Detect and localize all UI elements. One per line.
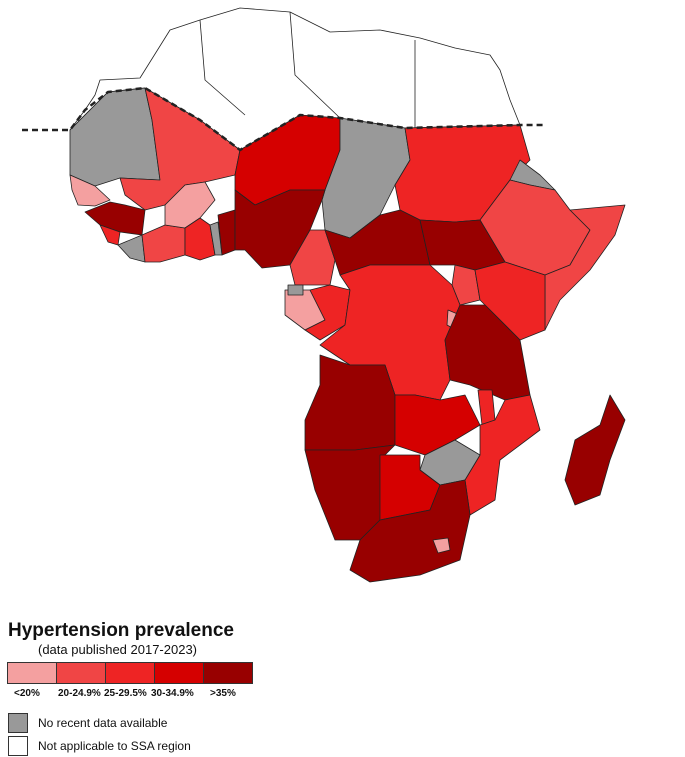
country-uganda: [451, 264, 481, 306]
legend-swatch-lt20: [7, 662, 57, 684]
country-kenya: [474, 261, 546, 341]
africa-map: [22, 7, 626, 583]
country-cotedivoire: [141, 224, 186, 263]
country-liberia: [117, 234, 146, 263]
country-lesotho: [432, 537, 451, 554]
country-malawi: [477, 389, 496, 426]
legend-swatch-20-25: [56, 662, 106, 684]
country-senegal: [69, 174, 111, 207]
country-zambia: [394, 394, 481, 456]
legend-subtitle: (data published 2017-2023): [38, 642, 198, 657]
legend-label-lt20: <20%: [14, 688, 40, 699]
legend-not-applicable-swatch: [8, 736, 28, 756]
legend-label-25-30: 25-29.5%: [104, 688, 147, 699]
country-madagascar: [564, 394, 626, 506]
border-north-1: [199, 19, 246, 116]
country-somalia: [544, 204, 626, 331]
country-eqguinea: [287, 284, 304, 296]
legend-label-gt35: >35%: [210, 688, 236, 699]
country-burkina: [164, 181, 216, 229]
legend-ramp-labels: <20% 20-24.9% 25-29.5% 30-34.9% >35%: [8, 688, 268, 702]
border-north-2: [289, 11, 341, 119]
country-mauritania: [69, 87, 161, 187]
country-angola: [304, 354, 396, 451]
legend-no-data-label: No recent data available: [38, 716, 168, 730]
legend-not-applicable: Not applicable to SSA region: [8, 736, 191, 756]
legend-color-ramp: [7, 662, 253, 684]
legend-swatch-25-30: [105, 662, 155, 684]
legend-swatch-gt35: [203, 662, 253, 684]
legend-no-data: No recent data available: [8, 713, 167, 733]
legend-no-data-swatch: [8, 713, 28, 733]
legend-label-20-25: 20-24.9%: [58, 688, 101, 699]
legend-title: Hypertension prevalence: [8, 620, 234, 641]
legend-not-applicable-label: Not applicable to SSA region: [38, 739, 191, 753]
country-southafrica: [349, 479, 471, 583]
legend-label-30-35: 30-34.9%: [151, 688, 194, 699]
legend-swatch-30-35: [154, 662, 204, 684]
